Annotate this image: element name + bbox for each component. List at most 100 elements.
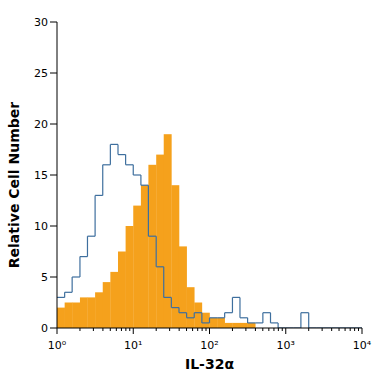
x-minor-tick — [129, 328, 130, 331]
x-minor-tick — [255, 328, 256, 331]
step-bin — [202, 322, 210, 323]
step-connector — [133, 165, 134, 175]
x-minor-tick — [282, 328, 283, 331]
step-connector — [186, 313, 187, 318]
x-axis-label: IL-32α — [185, 356, 234, 372]
x-minor-tick — [273, 328, 274, 331]
step-bin — [103, 164, 111, 165]
step-bin — [271, 322, 279, 323]
x-minor-tick — [268, 328, 269, 331]
step-bin — [255, 322, 263, 323]
histogram-bar — [156, 155, 164, 328]
histogram-bar — [187, 287, 195, 328]
step-bin — [194, 312, 202, 313]
y-tick — [50, 175, 57, 176]
y-tick — [50, 124, 57, 125]
step-connector — [270, 313, 271, 323]
x-tick-label: 10² — [200, 339, 218, 352]
x-minor-tick — [110, 328, 111, 331]
x-tick — [57, 328, 58, 334]
y-tick — [50, 226, 57, 227]
step-bin — [217, 317, 224, 318]
histogram-bar — [171, 185, 179, 328]
x-minor-tick — [345, 328, 346, 331]
y-tick — [50, 22, 57, 23]
step-bin — [164, 297, 172, 298]
x-tick — [209, 328, 210, 334]
step-connector — [201, 313, 202, 323]
x-minor-tick — [262, 328, 263, 331]
step-bin — [210, 317, 218, 318]
x-minor-tick — [206, 328, 207, 331]
y-tick-label: 20 — [34, 118, 48, 131]
step-bin — [95, 195, 103, 196]
step-connector — [140, 175, 141, 185]
plot-area — [57, 134, 362, 328]
x-minor-tick — [308, 328, 309, 331]
histogram-bar — [80, 297, 88, 328]
histogram-bar — [133, 206, 141, 328]
step-connector — [163, 267, 164, 298]
x-minor-tick — [156, 328, 157, 331]
series-1 — [57, 144, 362, 328]
histogram-bar — [194, 303, 202, 329]
x-minor-tick — [331, 328, 332, 331]
histogram-bar — [103, 282, 111, 328]
x-tick-label: 10⁴ — [353, 339, 372, 352]
y-tick-label: 30 — [34, 16, 48, 29]
histogram-bar — [240, 323, 248, 328]
histogram-bar — [65, 303, 73, 329]
step-connector — [95, 195, 96, 236]
x-minor-tick — [179, 328, 180, 331]
x-minor-tick — [354, 328, 355, 331]
x-tick — [133, 328, 134, 334]
step-bin — [57, 297, 65, 298]
y-tick — [50, 328, 57, 329]
step-bin — [141, 185, 148, 186]
histogram-bar — [118, 252, 126, 329]
step-bin — [65, 292, 72, 293]
step-connector — [262, 313, 263, 323]
histogram-bar — [110, 272, 118, 328]
histogram-bar — [72, 303, 80, 329]
x-minor-tick — [192, 328, 193, 331]
step-bin — [171, 307, 179, 308]
histogram-bar — [148, 165, 156, 328]
x-minor-tick — [358, 328, 359, 331]
x-minor-tick — [79, 328, 80, 331]
histogram-bar — [210, 318, 218, 328]
step-connector — [117, 144, 118, 154]
step-bin — [248, 322, 256, 323]
step-bin — [148, 236, 156, 237]
step-connector — [171, 297, 172, 307]
histogram-bar — [126, 226, 134, 328]
step-connector — [87, 236, 88, 256]
histogram-bar — [87, 297, 95, 328]
y-tick-label: 0 — [41, 322, 48, 335]
x-minor-tick — [186, 328, 187, 331]
x-minor-tick — [197, 328, 198, 331]
step-bin — [133, 174, 141, 175]
step-connector — [102, 165, 103, 196]
x-tick — [362, 328, 363, 334]
x-tick — [285, 328, 286, 334]
step-bin — [301, 312, 309, 313]
histogram-bar — [248, 323, 256, 328]
step-bin — [156, 266, 164, 267]
x-minor-tick — [169, 328, 170, 331]
step-connector — [110, 144, 111, 164]
step-bin — [232, 297, 240, 298]
step-connector — [239, 297, 240, 317]
x-minor-tick — [121, 328, 122, 331]
histogram-bar — [202, 313, 210, 328]
x-tick-label: 10¹ — [124, 339, 142, 352]
x-minor-tick — [339, 328, 340, 331]
x-minor-tick — [232, 328, 233, 331]
step-connector — [125, 155, 126, 165]
step-connector — [300, 313, 301, 328]
histogram-bar — [141, 185, 149, 328]
y-tick — [50, 277, 57, 278]
y-axis-label: Relative Cell Number — [6, 102, 22, 269]
x-minor-tick — [102, 328, 103, 331]
step-connector — [209, 318, 210, 323]
